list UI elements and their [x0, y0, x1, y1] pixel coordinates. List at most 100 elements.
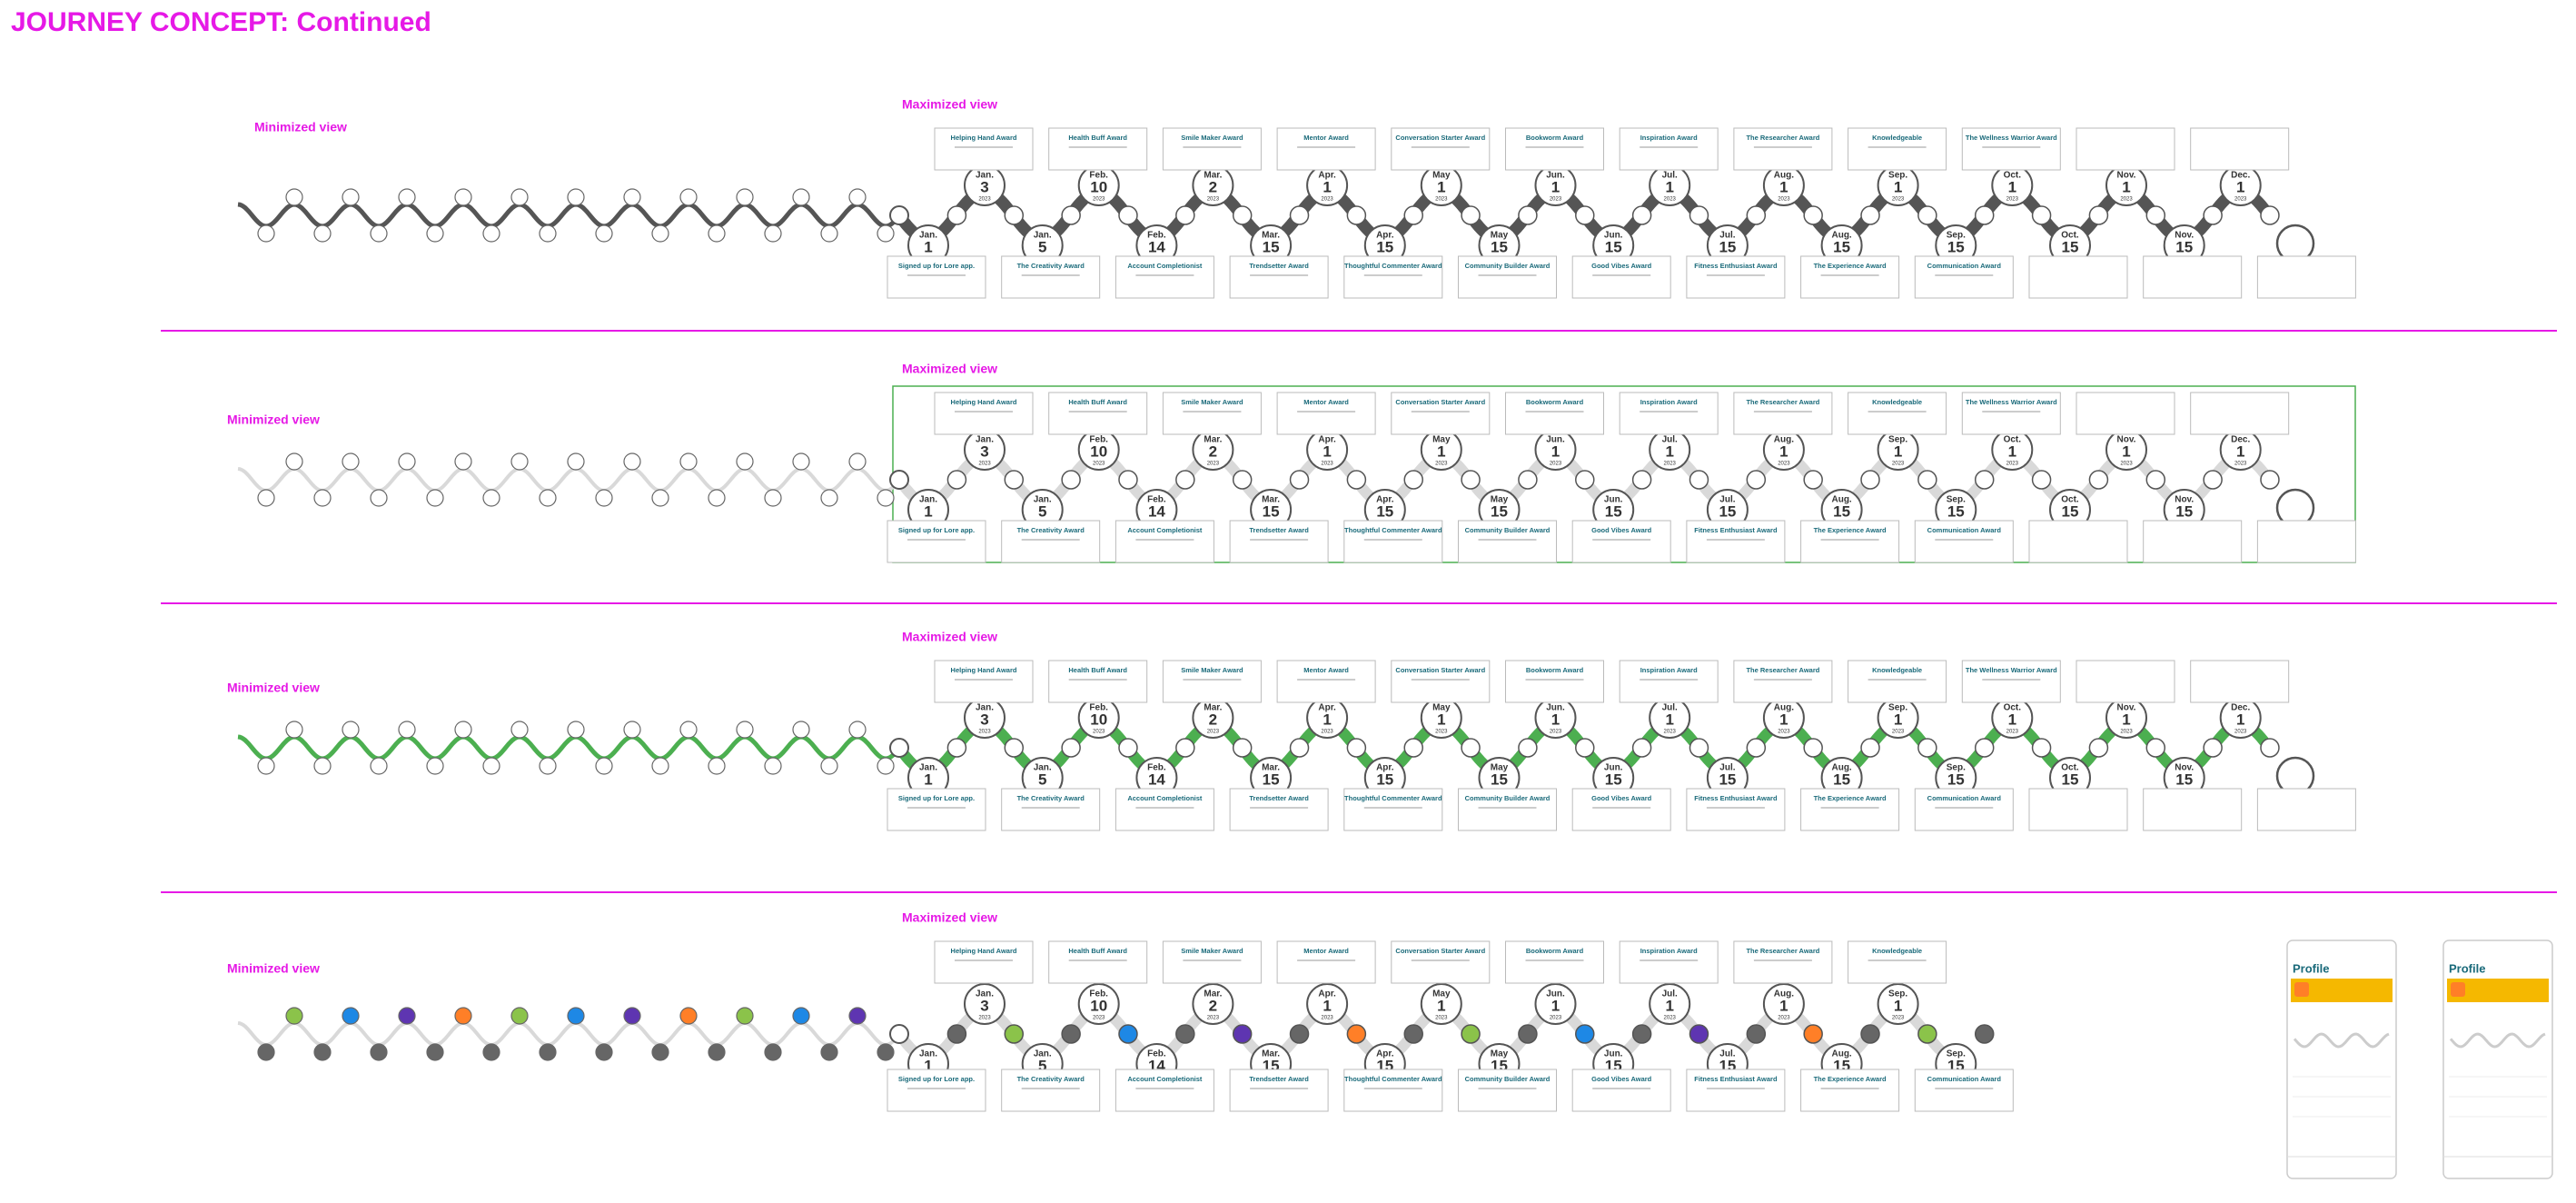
date-circle: [1077, 983, 1120, 1025]
date-month: Apr.: [1318, 435, 1336, 445]
date-year: 2023: [978, 197, 991, 203]
date-month: Jul.: [1719, 231, 1735, 241]
milestone-node: [848, 1007, 867, 1025]
date-day: 15: [1376, 238, 1393, 255]
date-month: Nov.: [2175, 495, 2194, 505]
date-day: 1: [2236, 442, 2244, 460]
award-card: [1571, 788, 1671, 831]
milestone-node: [1803, 205, 1823, 225]
award-card: [2256, 255, 2356, 299]
award-card: [1115, 1069, 1214, 1112]
award-card: [1848, 660, 1947, 703]
date-day: 15: [2175, 238, 2193, 255]
award-card: [887, 788, 986, 831]
date-month: Sep.: [1888, 703, 1907, 713]
date-month: May: [1491, 495, 1509, 505]
award-name: The Creativity Award: [1017, 526, 1085, 534]
award-card: [2028, 255, 2128, 299]
date-month: Jun.: [1604, 1049, 1623, 1059]
date-day: 2: [1209, 711, 1217, 728]
date-month: Nov.: [2117, 703, 2136, 713]
milestone-node: [736, 188, 754, 206]
date-month: Mar.: [1204, 989, 1222, 999]
date-month: Jun.: [1604, 231, 1623, 241]
phone-frame: [2442, 940, 2553, 1179]
award-card: [1276, 392, 1376, 435]
milestone-node: [257, 757, 275, 775]
date-year: 2023: [1778, 730, 1790, 735]
date-month: Oct.: [2061, 763, 2079, 773]
milestone-node: [2031, 470, 2052, 490]
date-year: 2023: [1892, 730, 1905, 735]
milestone-node: [679, 1007, 698, 1025]
award-name: Smile Maker Award: [1181, 666, 1243, 674]
date-circle: [1649, 983, 1691, 1025]
award-card: [934, 127, 1034, 171]
award-name: Trendsetter Award: [1249, 1075, 1309, 1083]
milestone-node: [1289, 1024, 1310, 1044]
award-name: The Wellness Warrior Award: [1966, 134, 2057, 142]
date-month: Mar.: [1262, 495, 1280, 505]
milestone-node: [708, 757, 726, 775]
date-month: Mar.: [1204, 703, 1222, 713]
maximized-label: Maximized view: [902, 630, 997, 644]
award-card: [1961, 392, 2061, 435]
date-month: May: [1432, 989, 1451, 999]
date-day: 1: [2236, 178, 2244, 195]
milestone-node: [1289, 470, 1310, 490]
avatar: [2294, 982, 2309, 997]
date-day: 10: [1090, 442, 1107, 460]
date-year: 2023: [2120, 730, 2133, 735]
date-day: 1: [1437, 997, 1445, 1014]
date-month: Jun.: [1604, 495, 1623, 505]
date-year: 2023: [1321, 1016, 1333, 1021]
date-day: 15: [1719, 502, 1736, 520]
date-day: 1: [1323, 711, 1331, 728]
milestone-node: [1461, 205, 1481, 225]
date-month: Mar.: [1204, 171, 1222, 181]
milestone-node: [1346, 1024, 1367, 1044]
milestone-node: [1631, 470, 1652, 490]
milestone-node: [1461, 470, 1481, 490]
date-month: Sep.: [1888, 435, 1907, 445]
award-card: [1571, 1069, 1671, 1112]
start-node: [889, 470, 909, 490]
date-day: 5: [1038, 238, 1046, 255]
award-card: [1619, 660, 1719, 703]
award-name: The Creativity Award: [1017, 794, 1085, 802]
date-month: Oct.: [2061, 495, 2079, 505]
milestone-node: [2203, 470, 2223, 490]
milestone-node: [946, 738, 967, 758]
date-year: 2023: [2234, 462, 2247, 467]
date-day: 2: [1209, 997, 1217, 1014]
phone-journey: [2449, 1032, 2546, 1049]
award-name: Thoughtful Commenter Award: [1344, 794, 1442, 802]
milestone-node: [342, 188, 360, 206]
award-name: The Experience Award: [1814, 262, 1887, 270]
milestone-node: [651, 489, 669, 507]
milestone-node: [1175, 738, 1195, 758]
milestone-node: [398, 188, 416, 206]
award-card: [1848, 940, 1947, 984]
date-day: 1: [1779, 442, 1788, 460]
milestone-node: [1803, 470, 1823, 490]
award-card: [1733, 127, 1833, 171]
minimized-label: Minimized view: [227, 961, 320, 976]
date-year: 2023: [1207, 730, 1220, 735]
milestone-node: [2031, 738, 2052, 758]
milestone-node: [539, 757, 557, 775]
date-day: 5: [1038, 502, 1046, 520]
award-name: Good Vibes Award: [1591, 1075, 1652, 1083]
milestone-node: [285, 721, 303, 739]
milestone-node: [426, 489, 444, 507]
milestone-node: [482, 224, 500, 243]
milestone-node: [1004, 738, 1025, 758]
award-name: Smile Maker Award: [1181, 134, 1243, 142]
page-title: JOURNEY CONCEPT: Continued: [11, 7, 431, 37]
date-month: Feb.: [1147, 763, 1166, 773]
award-card: [2028, 788, 2128, 831]
date-day: 1: [1894, 442, 1902, 460]
award-card: [1343, 255, 1443, 299]
milestone-node: [1403, 1024, 1423, 1044]
